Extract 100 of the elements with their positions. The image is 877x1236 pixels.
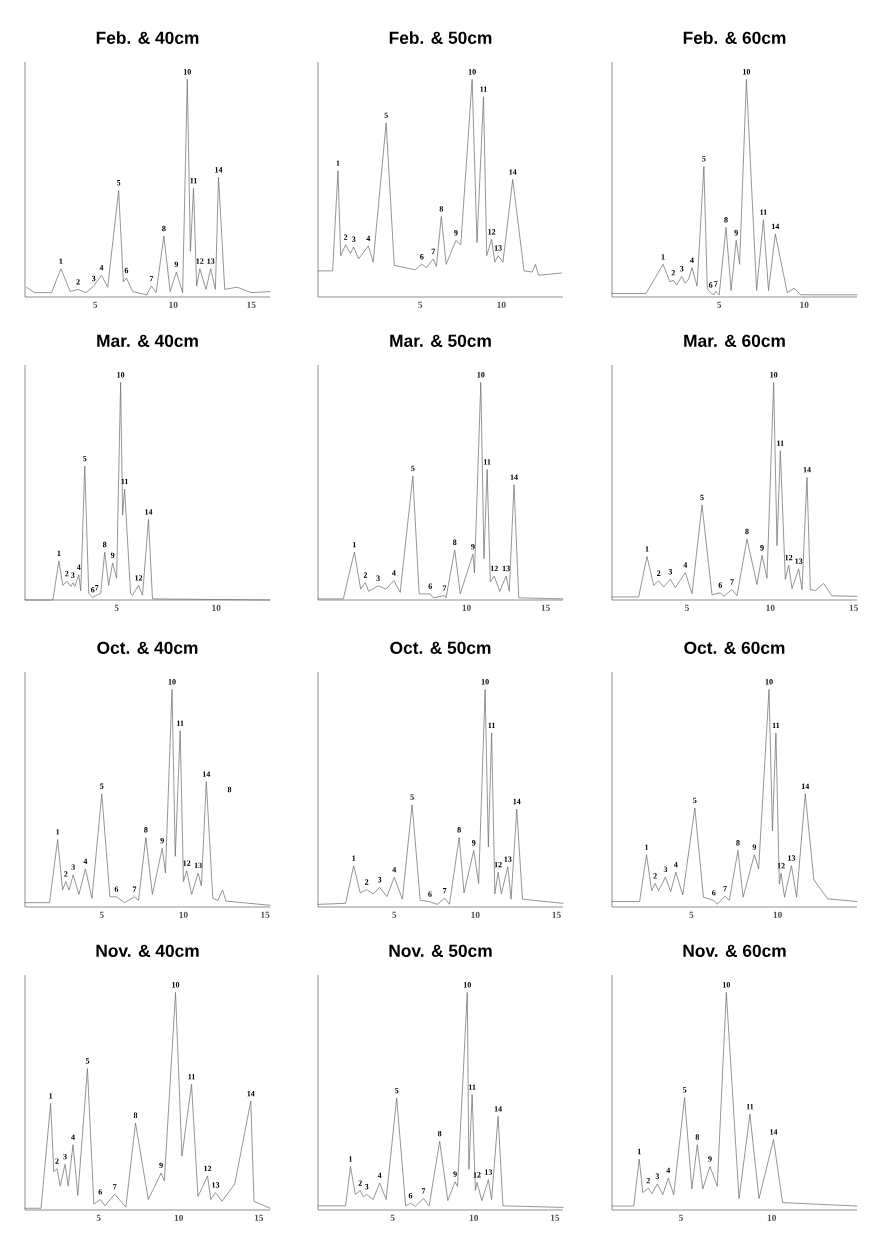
annotation: 9 xyxy=(160,837,164,844)
annotation: 2 xyxy=(646,1177,650,1184)
annotation: 1 xyxy=(349,1156,353,1162)
annotation: 4 xyxy=(71,1134,75,1140)
annotation: 5 xyxy=(702,156,706,162)
annotation: 3 xyxy=(364,1184,369,1190)
annotation: 10 xyxy=(463,982,471,988)
x-tick-label: 5 xyxy=(114,604,119,611)
annotation: 11 xyxy=(121,478,128,485)
annotation: 7 xyxy=(421,1188,426,1194)
annotation: 4 xyxy=(366,235,371,241)
chart-title: Oct. & 50cm xyxy=(390,641,491,654)
annotation: 10 xyxy=(765,679,773,685)
annotation: 2 xyxy=(65,571,69,577)
annotation: 4 xyxy=(392,866,397,873)
x-tick-label: 10 xyxy=(462,604,471,611)
chart-title: Oct. & 60cm xyxy=(684,641,785,654)
annotation: 7 xyxy=(443,888,447,894)
annotation: 9 xyxy=(453,1171,457,1177)
annotation: 3 xyxy=(680,266,684,272)
annotation: 1 xyxy=(352,855,356,861)
annotation: 7 xyxy=(113,1183,117,1190)
annotation: 7 xyxy=(149,275,154,282)
annotation: 12 xyxy=(785,554,793,561)
annotation: 14 xyxy=(202,771,211,777)
x-tick-label: 15 xyxy=(849,604,858,611)
annotation: 11 xyxy=(746,1104,754,1110)
annotation: 5 xyxy=(693,797,697,804)
x-tick-label: 10 xyxy=(767,1214,777,1221)
annotation: 6 xyxy=(114,886,119,892)
x-tick-label: 5 xyxy=(717,301,722,308)
annotation: 7 xyxy=(442,585,447,591)
annotation: 3 xyxy=(668,569,673,575)
annotation: 8 xyxy=(439,206,444,212)
annotation: 8 xyxy=(695,1134,700,1140)
annotation: 5 xyxy=(395,1087,399,1094)
annotation: 5 xyxy=(384,112,388,118)
annotation: 12 xyxy=(204,1165,212,1172)
chart-title: Feb. & 40cm xyxy=(96,31,199,44)
annotation: 10 xyxy=(481,679,489,685)
x-tick-label: 10 xyxy=(212,604,221,611)
chart-title: Mar. & 60cm xyxy=(684,334,785,347)
annotation: 7 xyxy=(95,585,99,591)
annotation: 3 xyxy=(63,1153,67,1160)
chart-title: Feb. & 60cm xyxy=(683,31,786,44)
x-tick-label: 10 xyxy=(773,911,782,918)
annotation: 10 xyxy=(477,372,485,378)
annotation: 3 xyxy=(655,1173,660,1179)
annotation: 14 xyxy=(771,223,780,229)
annotation: 9 xyxy=(708,1156,712,1162)
annotation: 4 xyxy=(683,562,688,568)
annotation: 9 xyxy=(174,261,179,268)
x-tick-label: 5 xyxy=(685,604,689,611)
annotation: 8 xyxy=(133,1112,138,1119)
annotation: 5 xyxy=(682,1087,687,1093)
annotation: 14 xyxy=(510,474,518,480)
annotation: 11 xyxy=(488,722,495,728)
x-tick-label: 5 xyxy=(418,301,423,308)
annotation: 13 xyxy=(788,855,796,861)
annotation: 9 xyxy=(752,844,757,850)
annotation: 8 xyxy=(227,786,232,793)
annotation: 8 xyxy=(144,827,148,833)
x-tick-label: 15 xyxy=(550,1214,560,1221)
annotation: 6 xyxy=(712,890,716,896)
annotation: 1 xyxy=(661,254,665,260)
annotation: 2 xyxy=(671,269,675,276)
annotation: 4 xyxy=(83,858,88,864)
annotation: 11 xyxy=(777,440,784,446)
annotation: 2 xyxy=(343,234,348,240)
annotation: 8 xyxy=(162,225,166,232)
annotation: 4 xyxy=(673,861,678,868)
annotation: 8 xyxy=(745,528,749,535)
annotation: 11 xyxy=(188,1074,195,1080)
annotation: 6 xyxy=(708,282,713,288)
annotation: 13 xyxy=(504,856,512,862)
annotation: 10 xyxy=(183,69,191,75)
annotation: 7 xyxy=(730,579,734,585)
annotation: 14 xyxy=(513,798,521,805)
annotation: 4 xyxy=(76,564,81,570)
annotation: 2 xyxy=(55,1158,59,1164)
annotation: 12 xyxy=(777,863,785,869)
annotation: 2 xyxy=(358,1180,362,1186)
annotation: 5 xyxy=(83,455,87,462)
x-tick-label: 10 xyxy=(174,1214,184,1221)
annotation: 12 xyxy=(196,258,204,264)
x-tick-label: 5 xyxy=(99,911,104,918)
annotation: 9 xyxy=(734,230,738,236)
annotation: 2 xyxy=(653,873,657,879)
annotation: 1 xyxy=(637,1148,641,1155)
annotation: 12 xyxy=(490,565,498,572)
annotation: 2 xyxy=(365,879,369,885)
x-tick-label: 10 xyxy=(469,1214,479,1221)
annotation: 3 xyxy=(71,864,75,870)
x-tick-label: 10 xyxy=(497,301,506,308)
x-tick-label: 15 xyxy=(254,1214,264,1221)
x-tick-label: 5 xyxy=(96,1214,101,1221)
annotation: 1 xyxy=(57,550,61,556)
x-tick-label: 10 xyxy=(766,604,775,611)
annotation: 10 xyxy=(168,679,176,685)
annotation: 6 xyxy=(408,1192,413,1199)
